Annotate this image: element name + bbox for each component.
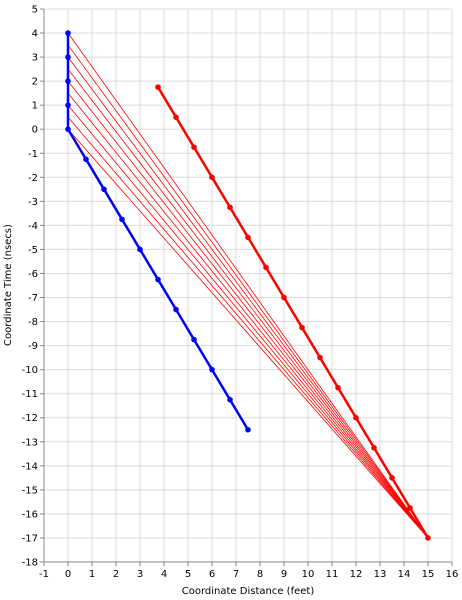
x-tick-label: 15	[422, 569, 435, 580]
data-point	[245, 426, 251, 433]
y-tick-label: -17	[22, 533, 38, 544]
x-tick-label: 0	[65, 569, 71, 580]
y-tick-label: -18	[22, 558, 38, 569]
y-tick-label: -14	[22, 461, 38, 472]
data-point	[425, 535, 431, 541]
y-tick-label: 4	[32, 29, 38, 40]
data-point	[407, 505, 413, 511]
y-tick-label: -12	[22, 413, 38, 424]
y-tick-label: -15	[22, 485, 38, 496]
x-tick-label: 13	[374, 569, 387, 580]
x-tick-label: -1	[39, 569, 49, 580]
data-point	[65, 30, 71, 36]
y-tick-label: -8	[28, 317, 38, 328]
data-point	[335, 384, 341, 391]
y-tick-label: -1	[28, 149, 38, 160]
x-tick-labels: -1 0 1 2 3 4 5 6 7 8 9 10 11 12 13 14 15 16	[39, 569, 458, 580]
y-tick-label: -10	[22, 365, 38, 376]
y-tick-label: 3	[32, 53, 38, 64]
y-tick-label: -3	[28, 197, 38, 208]
data-point	[263, 264, 269, 271]
y-tick-label: -11	[22, 389, 38, 400]
data-point	[389, 475, 395, 481]
x-tick-label: 3	[137, 569, 143, 580]
data-point	[317, 354, 323, 361]
connector-line	[67, 56, 429, 539]
series-line-1	[156, 86, 430, 539]
y-tick-label: -13	[22, 437, 38, 448]
y-tick-label: -5	[28, 245, 38, 256]
x-tick-label: 8	[257, 569, 263, 580]
data-point	[227, 396, 233, 403]
y-tick-label: 0	[32, 125, 38, 136]
x-tick-label: 11	[326, 569, 339, 580]
y-tick-label: -9	[28, 341, 38, 352]
data-point	[65, 102, 71, 108]
data-point	[173, 306, 179, 313]
x-tick-label: 6	[209, 569, 215, 580]
x-tick-label: 10	[302, 569, 315, 580]
data-point	[299, 324, 305, 331]
x-tick-label: 14	[398, 569, 411, 580]
data-point	[83, 156, 89, 163]
x-tick-label: 5	[185, 569, 191, 580]
x-tick-label: 7	[233, 569, 239, 580]
y-tick-label: -7	[28, 293, 38, 304]
y-tick-label: -16	[22, 509, 38, 520]
data-point	[155, 276, 161, 283]
x-axis-title: Coordinate Distance (feet)	[182, 586, 315, 597]
data-point	[137, 246, 143, 253]
connector-line	[67, 104, 429, 539]
data-point	[371, 444, 377, 451]
x-tick-label: 16	[446, 569, 459, 580]
connector-lines	[67, 32, 429, 539]
axes	[40, 8, 453, 566]
connector-line	[67, 80, 429, 539]
connector-line	[67, 116, 429, 539]
y-tick-label: 2	[32, 77, 38, 88]
data-point	[353, 414, 359, 421]
data-point	[119, 216, 125, 223]
x-tick-label: 1	[89, 569, 95, 580]
y-tick-label: 5	[32, 5, 38, 16]
data-point	[101, 186, 107, 193]
connector-line	[67, 92, 429, 539]
data-point	[191, 144, 197, 151]
x-tick-label: 12	[350, 569, 363, 580]
series-group	[65, 30, 431, 541]
x-tick-label: 9	[281, 569, 287, 580]
connector-line	[67, 44, 429, 539]
connector-line	[67, 32, 429, 539]
data-point	[227, 204, 233, 211]
x-tick-label: 4	[161, 569, 167, 580]
y-tick-labels: 5 4 3 2 1 0 -1 -2 -3 -4 -5 -6 -7 -8 -9 -10 -11 -12 -13 -14 -…	[22, 5, 38, 569]
connector-line	[67, 68, 429, 539]
data-point	[155, 84, 161, 90]
y-tick-label: 1	[32, 101, 38, 112]
data-point	[65, 126, 71, 133]
data-point	[245, 234, 251, 241]
y-tick-label: -4	[28, 221, 38, 232]
y-tick-label: -6	[28, 269, 38, 280]
y-tick-label: -2	[28, 173, 38, 184]
x-tick-label: 2	[113, 569, 119, 580]
data-point	[191, 336, 197, 343]
connector-line	[67, 128, 429, 539]
y-axis-title: Coordinate Time (nsecs)	[3, 224, 14, 346]
data-point	[65, 78, 71, 84]
data-point	[209, 174, 215, 181]
data-point	[173, 114, 179, 120]
data-point	[65, 54, 71, 60]
data-point	[209, 366, 215, 373]
data-point	[281, 294, 287, 301]
